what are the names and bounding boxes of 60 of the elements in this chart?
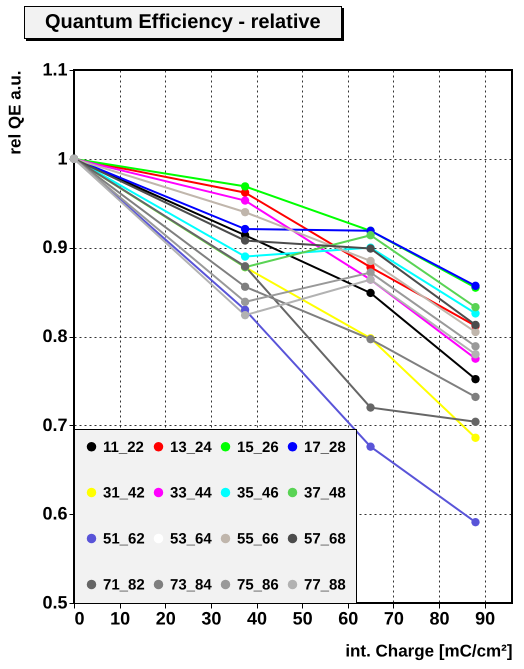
y-tick-label: 1	[57, 148, 68, 168]
x-tick-label: 0	[74, 608, 85, 628]
legend-label: 33_44	[170, 484, 212, 502]
legend-label: 73_84	[170, 576, 212, 594]
y-axis-title: rel QE a.u.	[6, 70, 24, 155]
point	[240, 298, 250, 306]
legend-label: 15_26	[237, 438, 279, 456]
point	[471, 328, 480, 336]
point	[240, 282, 250, 291]
point	[366, 231, 375, 240]
legend-label: 55_66	[237, 530, 279, 548]
legend-label: 77_88	[304, 576, 346, 594]
y-tick-label: 0.9	[42, 237, 68, 258]
x-tick-label: 70	[384, 608, 404, 628]
legend-label: 35_46	[237, 484, 279, 502]
point	[240, 236, 250, 245]
point	[366, 442, 375, 451]
point	[366, 403, 375, 412]
point	[471, 350, 480, 358]
point	[471, 303, 480, 312]
y-tick-label: 0.8	[42, 326, 68, 346]
point	[366, 288, 375, 298]
legend-label: 51_62	[103, 530, 145, 548]
x-tick-label: 80	[429, 608, 450, 628]
point	[471, 374, 480, 384]
legend-label: 11_22	[103, 438, 144, 456]
x-tick-label: 90	[475, 608, 496, 628]
x-tick-label: 40	[246, 608, 268, 628]
point	[366, 268, 375, 277]
legend-label: 37_48	[304, 484, 346, 502]
y-tick-label: 0.6	[42, 504, 68, 524]
x-tick-label: 30	[201, 608, 222, 628]
legend-label: 57_68	[304, 530, 346, 548]
x-tick-label: 50	[292, 608, 313, 628]
point	[471, 518, 480, 526]
point	[366, 256, 375, 266]
x-tick-label: 10	[110, 608, 130, 628]
point	[240, 224, 250, 234]
legend-label: 17_28	[304, 438, 346, 456]
x-axis-title: int. Charge [mC/cm²]	[345, 642, 512, 660]
y-tick-label: 0.5	[42, 592, 68, 612]
chart-title: Quantum Efficiency - relative	[24, 6, 342, 39]
point	[471, 434, 480, 442]
point	[471, 342, 480, 350]
x-tick-label: 60	[338, 608, 358, 628]
point	[471, 392, 480, 402]
legend-label: 31_42	[103, 484, 145, 502]
legend-label: 75_86	[237, 576, 279, 594]
legend-label: 13_24	[170, 438, 212, 456]
y-tick-label: 0.7	[42, 414, 68, 435]
point	[471, 418, 480, 426]
point	[240, 311, 250, 320]
x-tick-label: 20	[156, 608, 176, 628]
point	[240, 196, 250, 205]
legend-label: 71_82	[103, 576, 145, 594]
point	[240, 252, 250, 261]
y-tick-label: 1.1	[42, 60, 68, 80]
point	[240, 182, 250, 191]
legend-label: 53_64	[170, 530, 212, 548]
point	[240, 208, 250, 216]
